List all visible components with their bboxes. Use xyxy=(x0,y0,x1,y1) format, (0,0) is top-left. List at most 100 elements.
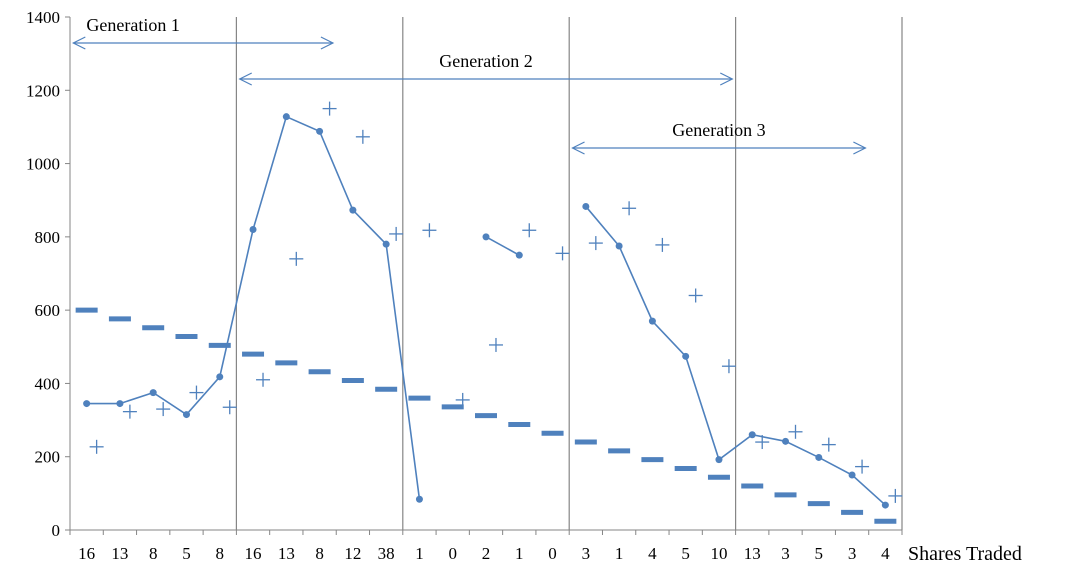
y-tick-label-200: 200 xyxy=(35,448,61,467)
data-point-circle xyxy=(815,453,823,461)
x-tick-label: 0 xyxy=(448,544,457,563)
x-tick-label: 2 xyxy=(482,544,491,563)
generation-label: Generation 1 xyxy=(86,15,179,35)
y-tick-label-600: 600 xyxy=(35,301,61,320)
data-point-plus xyxy=(389,226,404,241)
x-tick-label: 4 xyxy=(881,544,890,563)
series xyxy=(75,101,903,524)
x-tick-label: 5 xyxy=(681,544,690,563)
y-tick-label-1200: 1200 xyxy=(26,81,60,100)
x-tick-label: 13 xyxy=(111,544,128,563)
data-point-circle xyxy=(316,127,324,135)
x-tick-label: 0 xyxy=(548,544,557,563)
data-point-plus xyxy=(855,459,870,474)
data-point-plus xyxy=(488,337,503,352)
data-point-plus xyxy=(422,223,437,238)
generation-label: Generation 3 xyxy=(672,120,765,140)
generation-arrow-1: Generation 1 xyxy=(71,15,335,50)
x-tick-label: 5 xyxy=(182,544,191,563)
arrow-head-right xyxy=(320,36,335,50)
x-tick-label: 16 xyxy=(245,544,262,563)
generation-arrow-2: Generation 2 xyxy=(238,51,734,86)
generation-label: Generation 2 xyxy=(439,51,532,71)
generation-annotations: Generation 1 Generation 2 Generation 3 xyxy=(71,15,867,155)
group-separators xyxy=(235,17,903,530)
data-point-circle xyxy=(782,437,790,445)
data-point-plus xyxy=(156,402,171,417)
data-point-circle xyxy=(482,233,490,241)
x-tick-label: 1 xyxy=(615,544,624,563)
x-tick-label: 38 xyxy=(378,544,395,563)
series-line-circle xyxy=(83,113,889,509)
arrow-head-right xyxy=(720,72,734,86)
data-point-circle xyxy=(682,352,690,360)
x-tick-label: 13 xyxy=(278,544,295,563)
data-point-plus xyxy=(755,435,770,450)
data-point-plus xyxy=(122,404,137,419)
x-axis-title: Shares Traded xyxy=(908,543,1022,565)
data-point-plus xyxy=(189,385,204,400)
x-tick-label: 12 xyxy=(344,544,361,563)
data-point-plus xyxy=(289,251,304,266)
x-tick-label: 5 xyxy=(815,544,824,563)
x-tick-label: 3 xyxy=(781,544,790,563)
data-point-plus xyxy=(322,101,337,116)
series-line xyxy=(485,236,520,256)
data-point-plus xyxy=(688,288,703,303)
data-point-plus xyxy=(622,201,637,216)
data-point-circle xyxy=(282,113,290,121)
y-tick-label-1400: 1400 xyxy=(26,8,60,27)
data-point-circle xyxy=(116,400,124,408)
data-point-circle xyxy=(83,400,91,408)
data-point-circle xyxy=(349,206,357,214)
data-point-plus xyxy=(721,359,736,374)
x-tick-label: 3 xyxy=(848,544,857,563)
axes xyxy=(65,16,903,535)
x-tick-label: 1 xyxy=(415,544,424,563)
data-point-circle xyxy=(848,471,856,479)
arrow-head-right xyxy=(853,141,867,155)
data-point-circle xyxy=(382,240,390,248)
data-point-circle xyxy=(715,456,723,464)
x-tick-label: 8 xyxy=(216,544,225,563)
arrow-head-left xyxy=(238,72,252,86)
data-point-circle xyxy=(615,242,623,250)
data-point-plus xyxy=(821,437,836,452)
data-point-circle xyxy=(182,411,190,419)
series-plus xyxy=(89,101,903,503)
data-point-circle xyxy=(249,226,257,234)
data-point-plus xyxy=(555,246,570,261)
x-tick-label: 1 xyxy=(515,544,524,563)
generation-arrow-3: Generation 3 xyxy=(571,120,867,155)
x-tick-label: 8 xyxy=(149,544,158,563)
data-point-circle xyxy=(881,501,889,509)
data-point-plus xyxy=(355,129,370,144)
data-point-circle xyxy=(582,202,590,210)
y-tick-label-800: 800 xyxy=(35,228,61,247)
data-point-plus xyxy=(89,439,104,454)
arrow-head-left xyxy=(71,36,86,50)
y-tick-label-0: 0 xyxy=(52,521,61,540)
data-point-plus xyxy=(522,223,537,238)
series-line xyxy=(86,115,421,500)
data-point-circle xyxy=(648,317,656,325)
x-tick-label: 13 xyxy=(744,544,761,563)
data-point-circle xyxy=(216,373,224,381)
data-point-plus xyxy=(788,424,803,439)
data-point-circle xyxy=(415,495,423,503)
data-point-circle xyxy=(748,431,756,439)
arrow-head-left xyxy=(571,141,585,155)
x-tick-label: 3 xyxy=(582,544,591,563)
x-tick-label: 10 xyxy=(710,544,727,563)
x-tick-label: 8 xyxy=(315,544,324,563)
data-point-plus xyxy=(222,400,237,415)
series-dash xyxy=(75,307,897,524)
data-point-plus xyxy=(588,236,603,251)
series-line xyxy=(585,205,886,506)
data-point-plus xyxy=(256,372,271,387)
x-tick-label: 4 xyxy=(648,544,657,563)
y-tick-label-400: 400 xyxy=(35,374,61,393)
y-tick-label-1000: 1000 xyxy=(26,155,60,174)
